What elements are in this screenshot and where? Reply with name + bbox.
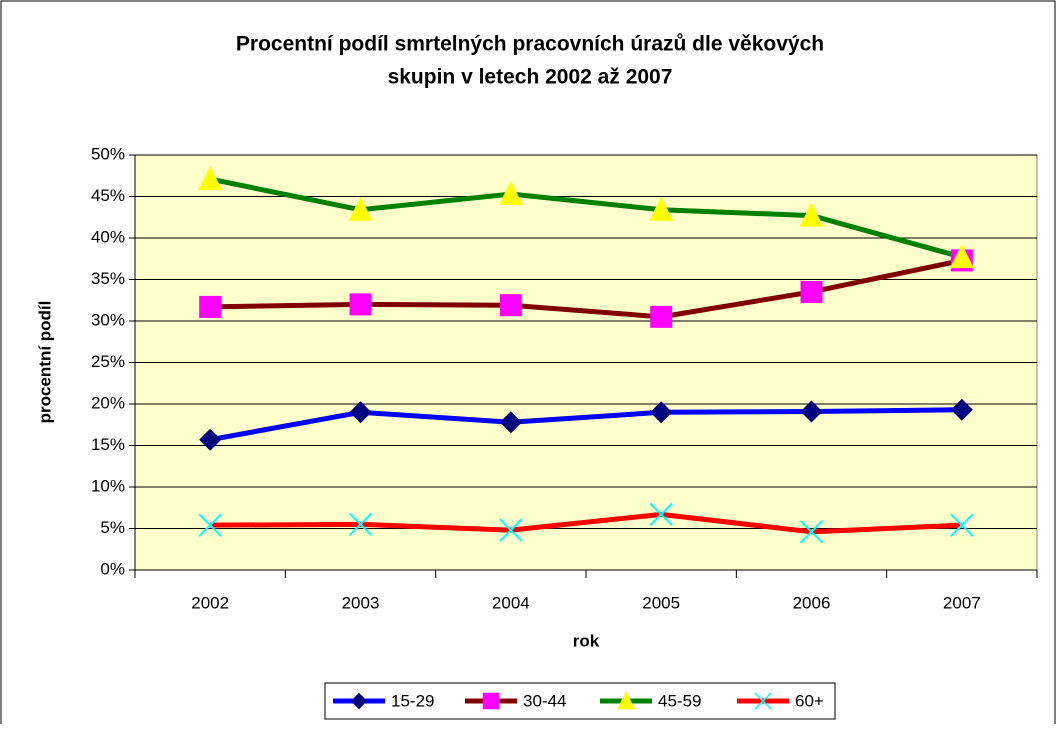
legend-marker xyxy=(754,692,772,710)
chart-title: Procentní podíl smrtelných pracovních úr… xyxy=(236,33,824,56)
marker xyxy=(649,502,673,527)
marker xyxy=(199,428,222,451)
y-axis-label: procentní podíl xyxy=(35,301,54,424)
series-line xyxy=(209,176,963,260)
marker xyxy=(348,196,373,221)
y-tick-label: 10% xyxy=(91,476,125,495)
legend-marker xyxy=(350,692,368,710)
marker xyxy=(649,196,674,221)
y-tick-label: 50% xyxy=(91,144,125,163)
legend-marker xyxy=(617,691,635,710)
x-tick-label: 2002 xyxy=(191,593,229,612)
y-tick-label: 20% xyxy=(91,393,125,412)
x-tick-label: 2006 xyxy=(793,593,831,612)
legend-label: 15-29 xyxy=(391,691,434,710)
marker xyxy=(799,202,824,227)
marker xyxy=(198,166,223,191)
marker xyxy=(499,294,522,317)
marker xyxy=(348,512,373,537)
marker xyxy=(498,181,523,206)
y-tick-label: 40% xyxy=(91,227,125,246)
y-tick-label: 45% xyxy=(91,186,125,205)
marker xyxy=(198,513,222,537)
marker xyxy=(349,293,372,316)
x-tick-label: 2005 xyxy=(642,593,680,612)
y-tick-label: 35% xyxy=(91,269,125,288)
marker xyxy=(950,398,973,421)
marker xyxy=(800,400,823,423)
chart-title: skupin v letech 2002 až 2007 xyxy=(388,66,673,89)
series-line xyxy=(210,511,962,535)
x-tick-label: 2004 xyxy=(492,593,530,612)
x-tick-label: 2007 xyxy=(943,593,981,612)
marker xyxy=(800,280,823,303)
marker xyxy=(949,244,974,269)
marker xyxy=(650,305,673,328)
y-tick-label: 30% xyxy=(91,310,125,329)
series-line xyxy=(209,407,962,443)
marker xyxy=(349,401,372,424)
legend-marker xyxy=(482,692,500,710)
x-axis-label: rok xyxy=(573,631,600,650)
series-line xyxy=(210,257,963,320)
legend-label: 45-59 xyxy=(658,691,701,710)
marker xyxy=(499,518,523,542)
marker xyxy=(499,411,522,434)
y-tick-label: 5% xyxy=(100,518,125,537)
legend-label: 60+ xyxy=(795,691,824,710)
y-tick-label: 0% xyxy=(100,559,125,578)
x-tick-label: 2003 xyxy=(342,593,380,612)
marker xyxy=(799,520,824,544)
marker xyxy=(950,513,974,537)
marker xyxy=(650,401,673,424)
legend-label: 30-44 xyxy=(523,691,566,710)
y-tick-label: 25% xyxy=(91,352,125,371)
marker xyxy=(199,295,222,318)
y-tick-label: 15% xyxy=(91,435,125,454)
